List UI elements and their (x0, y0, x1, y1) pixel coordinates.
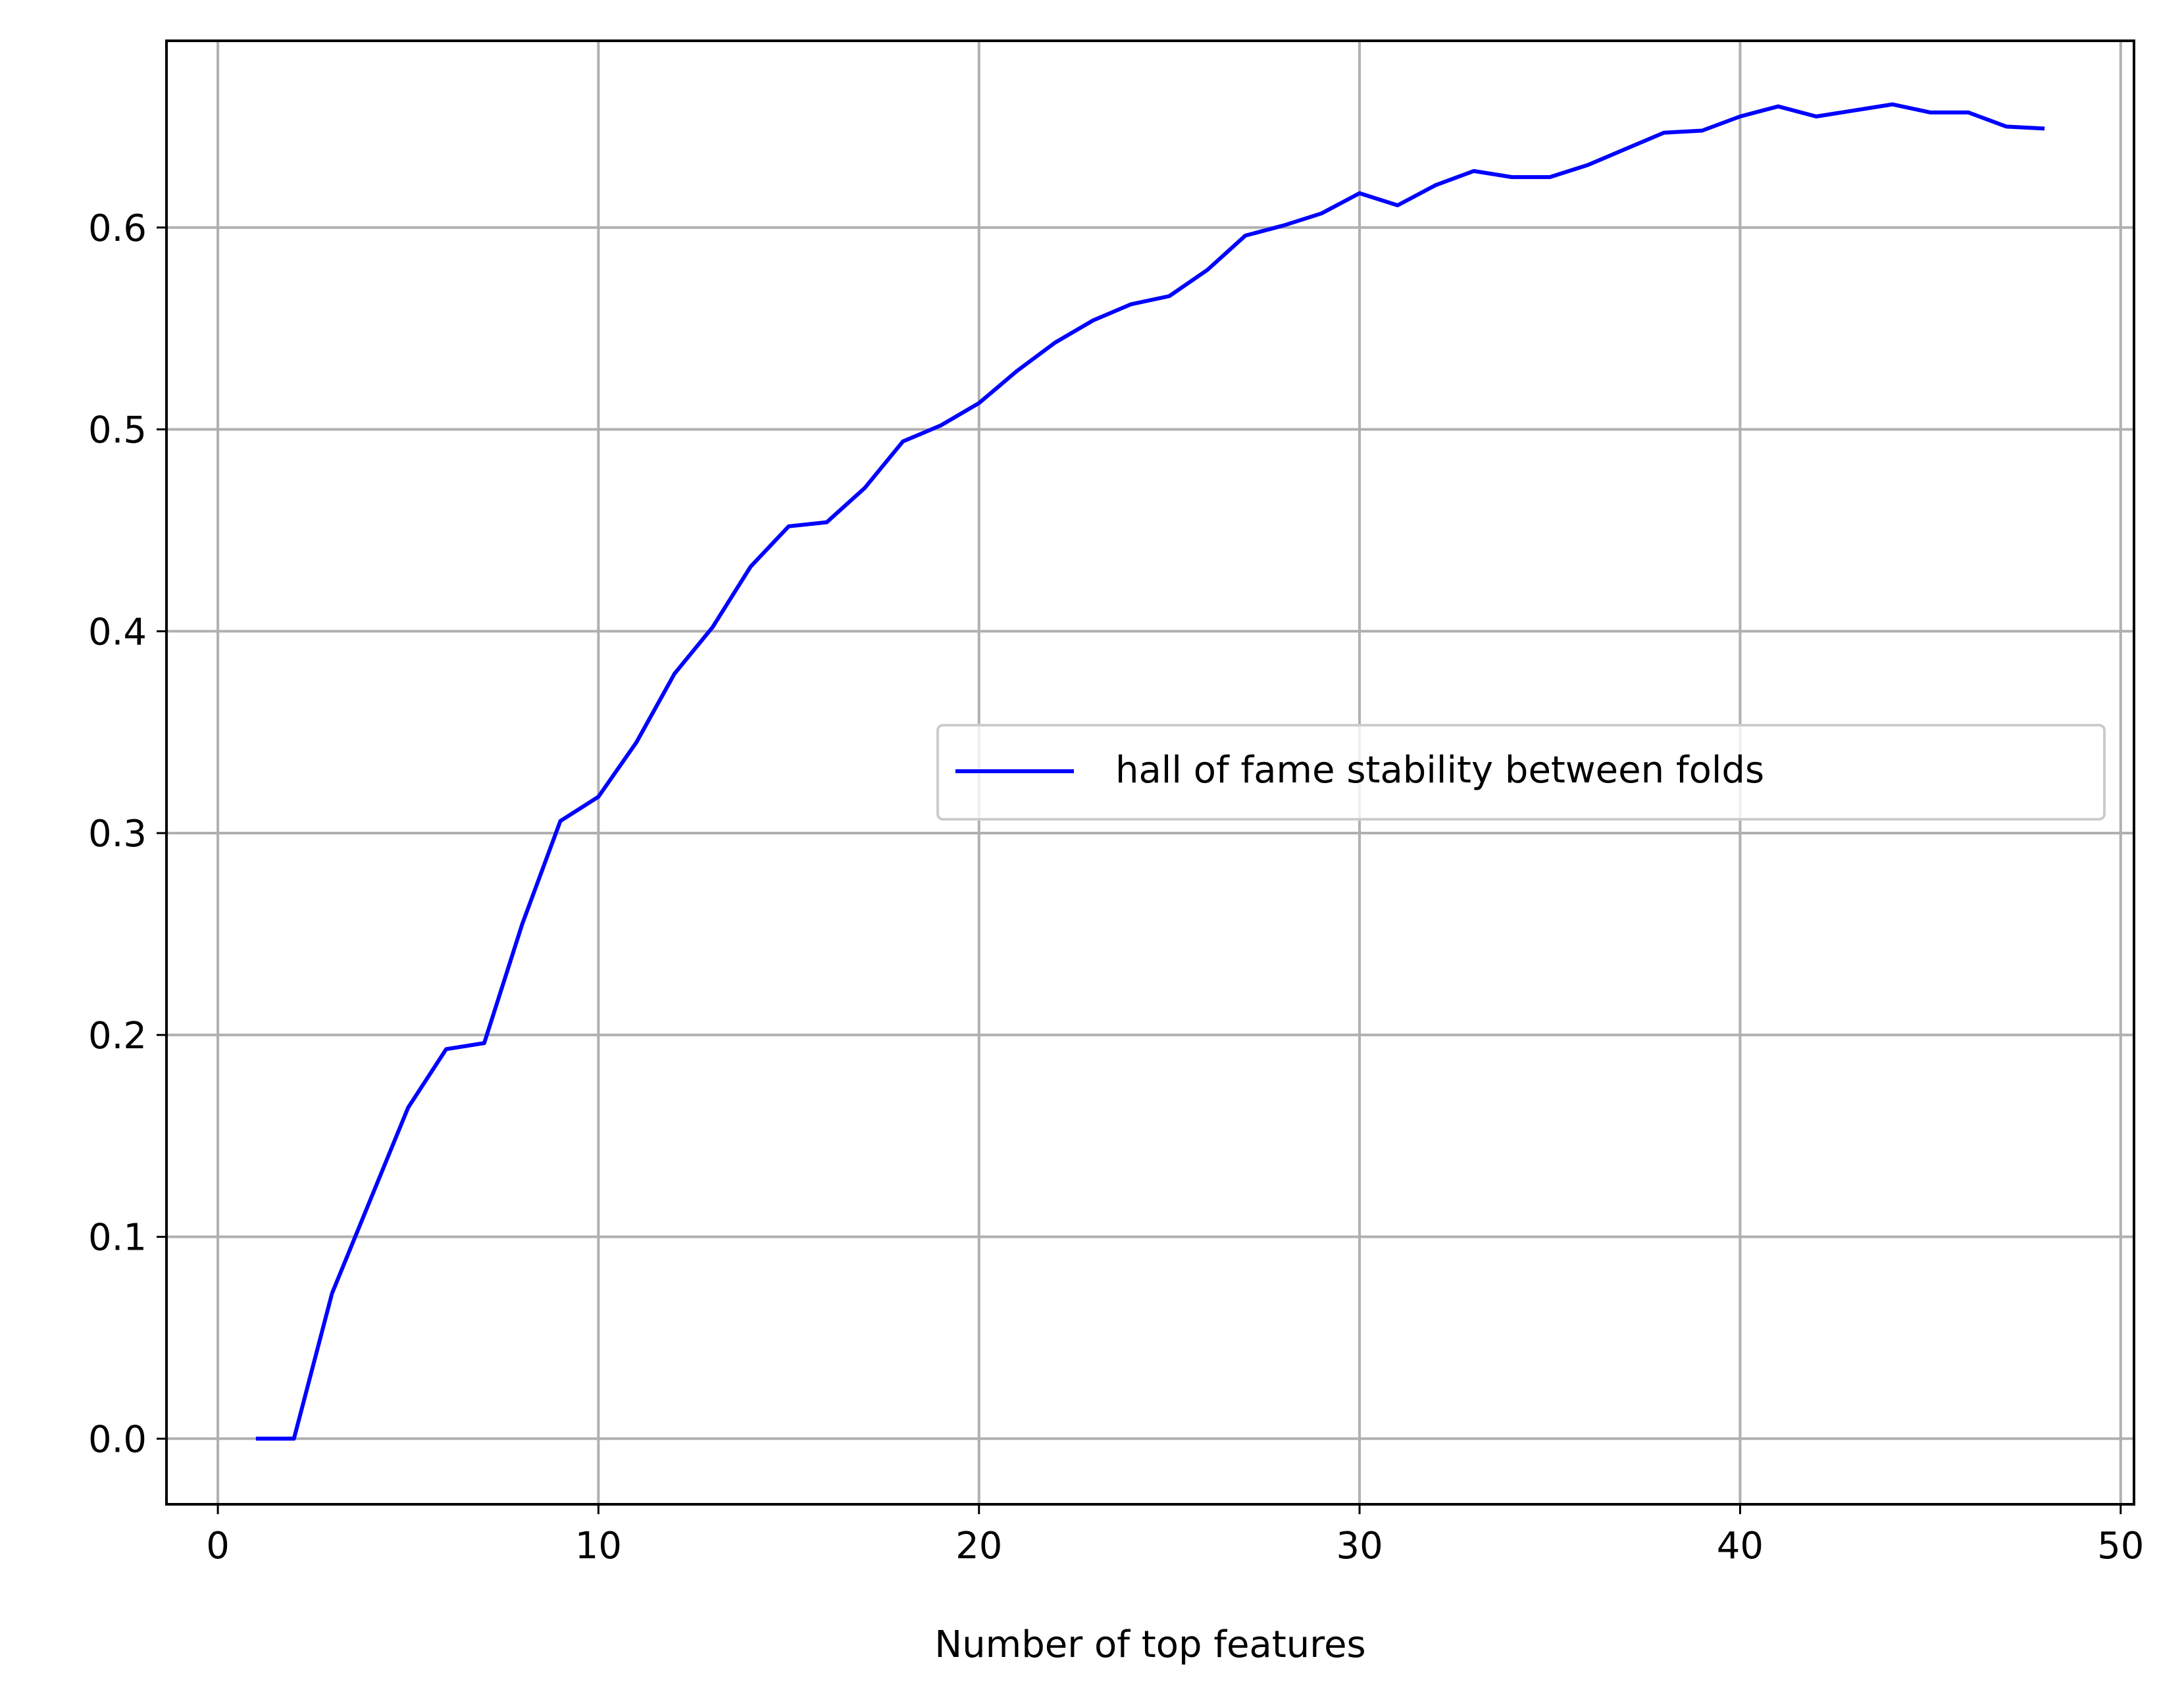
x-tick-label: 40 (1717, 1525, 1764, 1567)
legend: hall of fame stability between folds (936, 724, 2106, 821)
x-tick-label: 20 (955, 1525, 1002, 1567)
x-tick-label: 30 (1336, 1525, 1383, 1567)
y-tick-label: 0.4 (88, 611, 147, 653)
y-tick-label: 0.6 (88, 207, 147, 250)
x-tick-label: 10 (575, 1525, 622, 1567)
x-tick-label: 0 (206, 1525, 230, 1567)
legend-label: hall of fame stability between folds (1115, 749, 1764, 792)
series-line-0 (255, 102, 2045, 1441)
y-tick-label: 0.3 (88, 813, 147, 855)
axis-ticks: 0 10 20 30 40 50 0.0 0.1 0.2 0.3 0.4 0.5 0.6 (88, 207, 2144, 1567)
y-tick-label: 0.5 (88, 409, 147, 452)
y-tick-label: 0.2 (88, 1015, 147, 1057)
y-tick-label: 0.0 (88, 1418, 147, 1461)
x-axis-label: Number of top features (934, 1623, 1365, 1666)
y-tick-label: 0.1 (88, 1217, 147, 1260)
legend-box (936, 724, 2106, 821)
series-layer (255, 102, 2045, 1441)
x-tick-label: 50 (2097, 1525, 2144, 1567)
plot-frame (165, 39, 2135, 1506)
